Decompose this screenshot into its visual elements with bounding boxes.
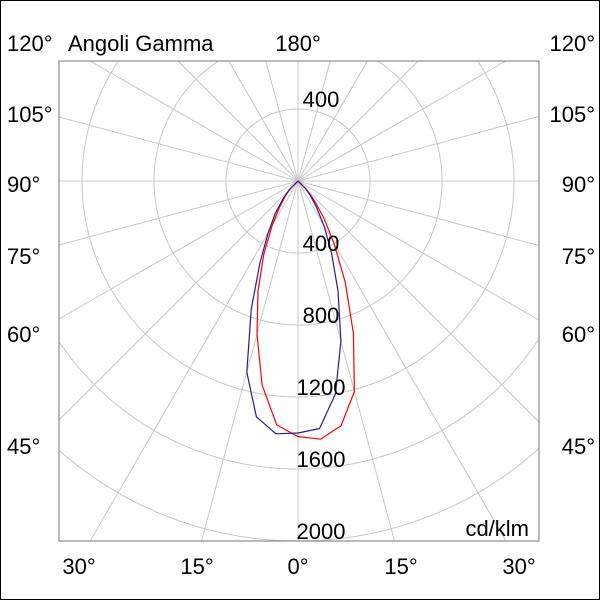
grid-spoke [58,180,299,421]
radial-tick-label: 800 [303,303,340,328]
grid-spoke [297,60,419,182]
grid-ring [153,61,298,326]
grid-spoke [297,180,540,247]
grid-spoke [297,60,507,182]
grid-spoke [201,180,299,542]
right-angle-label: 60° [562,322,595,347]
grid-spoke [297,180,540,423]
unit-label: cd/klm [465,516,529,541]
bottom-angle-label: 30° [62,554,95,579]
upper-radial-tick: 400 [303,87,340,112]
bottom-angle-label: 15° [384,554,417,579]
grid-spoke [297,180,540,321]
radial-tick-label: 400 [303,231,340,256]
grid-ring [298,61,515,398]
grid-ring [81,61,298,398]
right-angle-label: 75° [562,244,595,269]
radial-tick-label: 1600 [297,447,346,472]
left-angle-label: 105° [7,102,53,127]
bottom-angle-label: 30° [502,554,535,579]
grid-ring [58,341,298,470]
series-curve-1 [246,180,342,435]
right-angle-label: 120° [549,31,595,56]
left-angle-label: 75° [7,244,40,269]
left-angle-label: 90° [7,172,40,197]
grid-spoke [177,60,299,182]
left-angle-label: 60° [7,322,40,347]
grid-spoke [297,60,331,182]
right-angle-label: 90° [562,172,595,197]
grid-ring [298,448,540,542]
left-angle-label: 120° [7,31,53,56]
right-angle-label: 45° [562,434,595,459]
grid-ring [298,61,443,326]
chart-title: Angoli Gamma [68,31,214,56]
bottom-angle-label: 15° [180,554,213,579]
grid-spoke [89,60,299,182]
grid-spoke [58,180,299,246]
grid-ring [59,450,298,542]
grid-ring [298,339,539,470]
grid-spoke [89,180,299,542]
plot-frame [58,60,540,542]
left-angle-label: 45° [7,434,40,459]
grid-spoke [297,115,540,182]
right-angle-label: 105° [549,102,595,127]
series-curve-0 [256,180,355,440]
top-angle-label: 180° [275,31,321,56]
grid-spoke [297,60,368,182]
radial-tick-label: 1200 [297,375,346,400]
curves [246,180,355,440]
bottom-angle-label: 0° [287,554,308,579]
grid-spoke [265,60,299,182]
grid-spoke [228,60,299,182]
radial-tick-label: 2000 [297,519,346,544]
grid-spoke [58,116,299,182]
grid-spoke [297,180,395,542]
grid-spoke [58,180,299,320]
